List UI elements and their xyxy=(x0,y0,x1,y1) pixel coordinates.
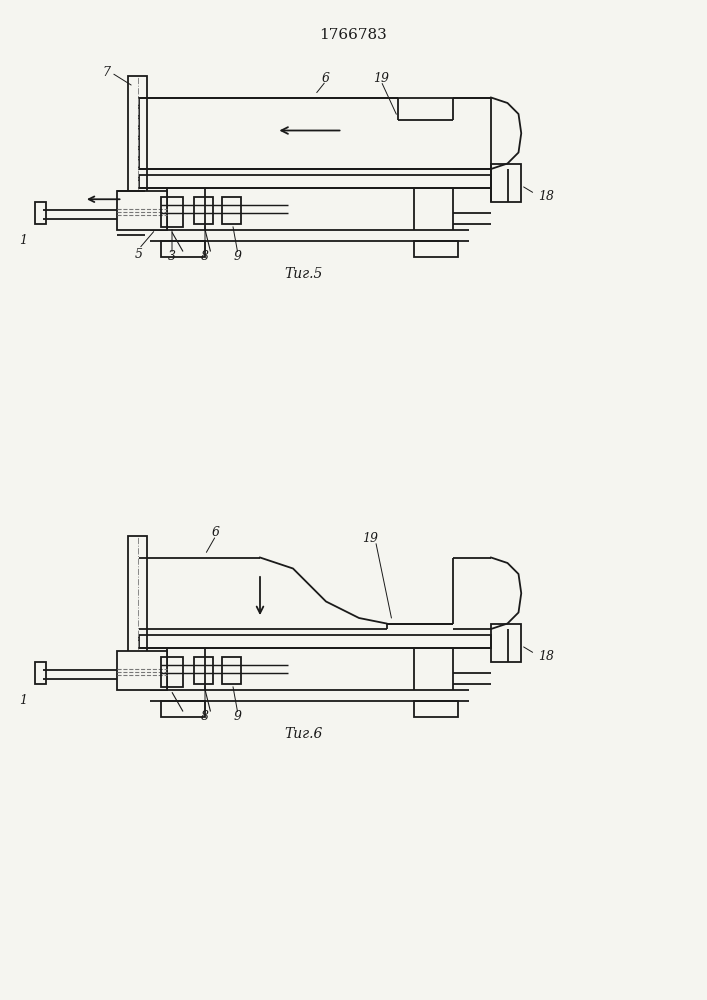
Bar xyxy=(414,240,458,257)
Bar xyxy=(161,656,183,687)
Bar xyxy=(128,536,147,656)
Bar xyxy=(161,240,205,257)
Bar xyxy=(35,202,45,224)
Bar xyxy=(139,174,491,188)
Text: 18: 18 xyxy=(538,190,554,203)
Text: Τиг.5: Τиг.5 xyxy=(285,266,323,280)
Text: 18: 18 xyxy=(538,650,554,663)
Bar xyxy=(194,196,214,224)
Bar xyxy=(117,651,167,690)
Text: 8: 8 xyxy=(201,250,209,263)
Bar xyxy=(221,656,241,684)
Bar xyxy=(161,196,183,227)
Bar xyxy=(221,196,241,224)
Text: 1766783: 1766783 xyxy=(319,28,387,42)
Bar xyxy=(139,635,491,648)
Bar xyxy=(117,191,167,230)
Bar xyxy=(491,624,521,662)
Text: 9: 9 xyxy=(234,250,242,263)
Text: 9: 9 xyxy=(234,710,242,724)
Text: 6: 6 xyxy=(212,526,220,539)
Bar xyxy=(128,76,147,196)
Bar xyxy=(491,163,521,202)
Text: 7: 7 xyxy=(102,66,110,79)
Bar xyxy=(35,662,45,684)
Text: 3: 3 xyxy=(168,250,176,263)
Bar xyxy=(161,700,205,717)
Text: 5: 5 xyxy=(135,248,143,261)
Text: 19: 19 xyxy=(362,532,378,545)
Text: 1: 1 xyxy=(20,694,28,707)
Text: Τиг.6: Τиг.6 xyxy=(285,726,323,740)
Bar xyxy=(414,700,458,717)
Text: 1: 1 xyxy=(20,234,28,247)
Text: 8: 8 xyxy=(201,710,209,724)
Text: 19: 19 xyxy=(373,72,389,85)
Text: 6: 6 xyxy=(322,72,330,85)
Bar xyxy=(194,656,214,684)
